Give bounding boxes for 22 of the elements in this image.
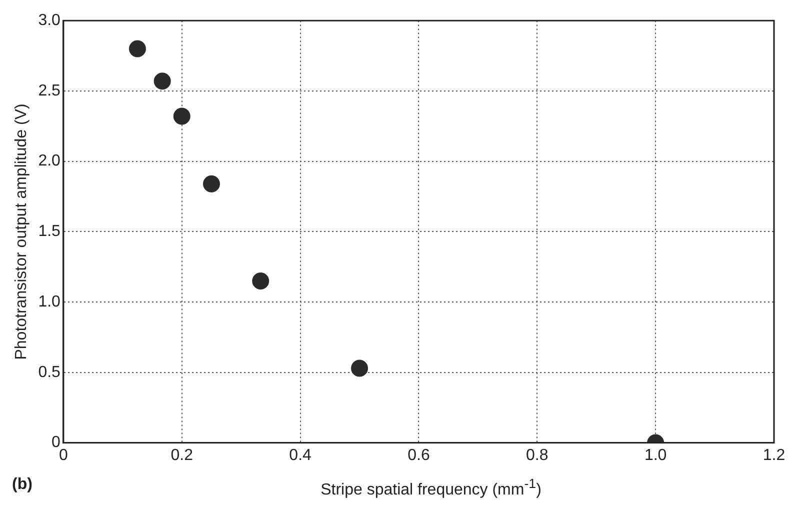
point bbox=[252, 272, 270, 290]
point bbox=[173, 108, 190, 125]
y-tick-label: 2.0 bbox=[38, 152, 61, 170]
x-tick-label: 0.4 bbox=[289, 446, 312, 464]
y-axis-title: Phototransistor output amplitude (V) bbox=[13, 104, 30, 360]
point bbox=[128, 40, 146, 58]
point bbox=[202, 175, 220, 192]
point bbox=[351, 360, 368, 377]
y-tick-label: 1.0 bbox=[38, 293, 61, 310]
text: (b) bbox=[12, 476, 32, 494]
x-axis-title: Stripe spatial frequency (mm$^{-1}$) bbox=[320, 476, 542, 498]
x-tick-label: 0.6 bbox=[408, 446, 430, 464]
point bbox=[154, 72, 171, 90]
y-tick-label: 0 bbox=[52, 434, 61, 452]
y-tick-label: 3.0 bbox=[38, 12, 61, 30]
y-tick-label: 2.5 bbox=[38, 82, 61, 100]
x-tick-label: 0.8 bbox=[526, 446, 548, 464]
x-tick-label: 1.0 bbox=[644, 446, 667, 464]
x-tick-label: 1.2 bbox=[762, 446, 786, 464]
y-tick-label: 1.5 bbox=[38, 223, 61, 240]
x-tick-label: 0.2 bbox=[170, 446, 194, 464]
y-tick-label: 0.5 bbox=[38, 364, 61, 381]
